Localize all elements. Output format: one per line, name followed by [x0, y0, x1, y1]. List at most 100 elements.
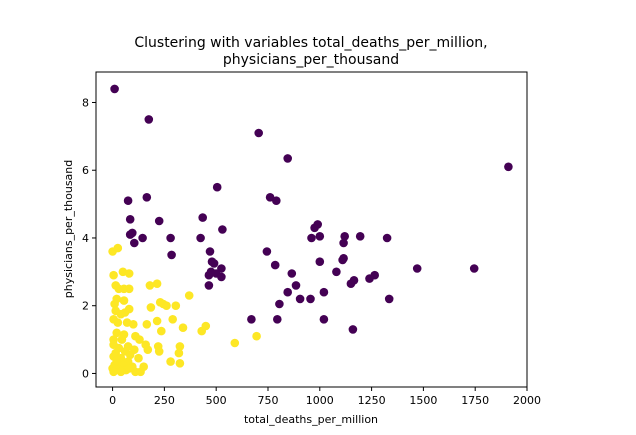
point-cluster-1-71	[109, 367, 118, 377]
point-cluster-0-57	[275, 299, 284, 309]
x-tick-label-0: 0	[109, 394, 116, 407]
point-cluster-0-36	[270, 260, 280, 270]
point-cluster-1-72	[116, 367, 126, 377]
point-cluster-0-22	[307, 233, 316, 243]
point-cluster-1-61	[166, 357, 175, 366]
y-tick-label-0: 0	[82, 367, 89, 380]
point-cluster-0-48	[346, 279, 356, 289]
point-cluster-1-35	[112, 328, 121, 338]
point-cluster-0-19	[340, 232, 350, 241]
point-cluster-1-18	[171, 301, 181, 311]
point-cluster-0-49	[217, 272, 226, 282]
point-cluster-0-15	[218, 225, 227, 234]
point-cluster-1-50	[143, 345, 153, 355]
point-cluster-0-55	[306, 294, 315, 304]
point-cluster-0-28	[205, 247, 215, 256]
point-cluster-0-14	[310, 223, 319, 233]
point-cluster-0-9	[123, 196, 133, 205]
y-axis-ticks: 0 2 4 6 8	[82, 96, 96, 380]
point-cluster-0-59	[273, 315, 282, 324]
point-cluster-1-33	[197, 326, 206, 336]
point-cluster-0-53	[283, 287, 293, 297]
point-cluster-1-42	[230, 338, 240, 348]
y-axis-label: physicians_per_thousand	[62, 160, 75, 298]
point-cluster-0-8	[272, 196, 281, 205]
point-cluster-1-4	[124, 269, 134, 278]
point-cluster-1-11	[184, 291, 194, 300]
point-cluster-1-29	[129, 320, 138, 329]
point-cluster-1-10	[152, 279, 162, 289]
point-cluster-0-39	[204, 270, 214, 280]
point-cluster-0-52	[319, 287, 329, 297]
point-cluster-0-41	[287, 269, 297, 278]
x-tick-label-4: 1000	[306, 394, 334, 407]
y-tick-label-4: 8	[82, 96, 89, 109]
chart-title-line-2: physicians_per_thousand	[223, 52, 399, 68]
point-cluster-1-23	[116, 309, 126, 319]
point-cluster-1-17	[162, 301, 171, 311]
point-cluster-1-9	[145, 281, 155, 290]
point-cluster-0-25	[138, 233, 147, 243]
point-cluster-1-25	[152, 316, 162, 326]
point-cluster-1-19	[146, 303, 156, 312]
point-cluster-0-4	[504, 162, 513, 172]
point-cluster-0-33	[315, 257, 325, 267]
points-layer	[108, 84, 513, 377]
x-tick-label-2: 500	[206, 394, 227, 407]
point-cluster-0-56	[384, 294, 394, 304]
point-cluster-0-12	[154, 216, 164, 226]
point-cluster-1-13	[119, 296, 129, 305]
point-cluster-0-6	[142, 193, 152, 202]
point-cluster-0-0	[110, 84, 119, 94]
point-cluster-0-50	[204, 281, 214, 290]
point-cluster-0-1	[144, 115, 154, 124]
point-cluster-1-62	[175, 359, 185, 368]
point-cluster-1-27	[113, 318, 123, 327]
point-cluster-1-40	[117, 335, 127, 344]
point-cluster-1-58	[134, 353, 143, 363]
x-tick-label-3: 750	[257, 394, 278, 407]
point-cluster-1-38	[252, 331, 261, 341]
y-tick-label-3: 6	[82, 164, 89, 177]
plot-frame	[95, 71, 528, 388]
y-tick-label-2: 4	[82, 232, 89, 245]
chart-title-line-1: Clustering with variables total_deaths_p…	[134, 35, 487, 51]
point-cluster-1-51	[154, 347, 164, 356]
x-axis-ticks: 0 250 500 750 1000 1250 1500 1750 2000	[109, 387, 541, 407]
point-cluster-0-21	[196, 233, 205, 243]
x-tick-label-5: 1250	[358, 394, 386, 407]
point-cluster-0-60	[247, 315, 256, 324]
y-tick-label-1: 2	[82, 300, 89, 313]
point-cluster-0-30	[167, 250, 176, 260]
x-tick-label-8: 2000	[513, 394, 541, 407]
point-cluster-0-3	[283, 154, 293, 163]
point-cluster-0-43	[469, 264, 479, 273]
point-cluster-0-61	[348, 325, 358, 334]
point-cluster-0-45	[332, 267, 341, 277]
point-cluster-0-20	[166, 233, 175, 243]
point-cluster-0-35	[209, 259, 219, 268]
point-cluster-1-74	[136, 367, 145, 377]
point-cluster-1-73	[124, 364, 134, 373]
point-cluster-1-24	[168, 315, 177, 324]
point-cluster-0-17	[125, 230, 135, 239]
point-cluster-0-10	[125, 215, 135, 224]
x-tick-label-6: 1500	[409, 394, 437, 407]
x-tick-label-1: 250	[154, 394, 175, 407]
point-cluster-1-52	[174, 348, 184, 358]
point-cluster-0-24	[382, 233, 392, 243]
point-cluster-1-41	[135, 335, 144, 344]
point-cluster-0-54	[295, 294, 305, 304]
x-tick-label-7: 1750	[461, 394, 489, 407]
point-cluster-1-34	[157, 326, 166, 336]
point-cluster-1-2	[109, 270, 118, 280]
point-cluster-0-42	[412, 264, 422, 273]
point-cluster-1-8	[124, 284, 134, 294]
point-cluster-0-51	[291, 281, 301, 290]
point-cluster-0-18	[355, 232, 365, 241]
point-cluster-0-5	[212, 182, 222, 192]
point-cluster-0-32	[338, 255, 347, 265]
point-cluster-0-29	[262, 247, 272, 256]
point-cluster-0-58	[319, 315, 329, 324]
